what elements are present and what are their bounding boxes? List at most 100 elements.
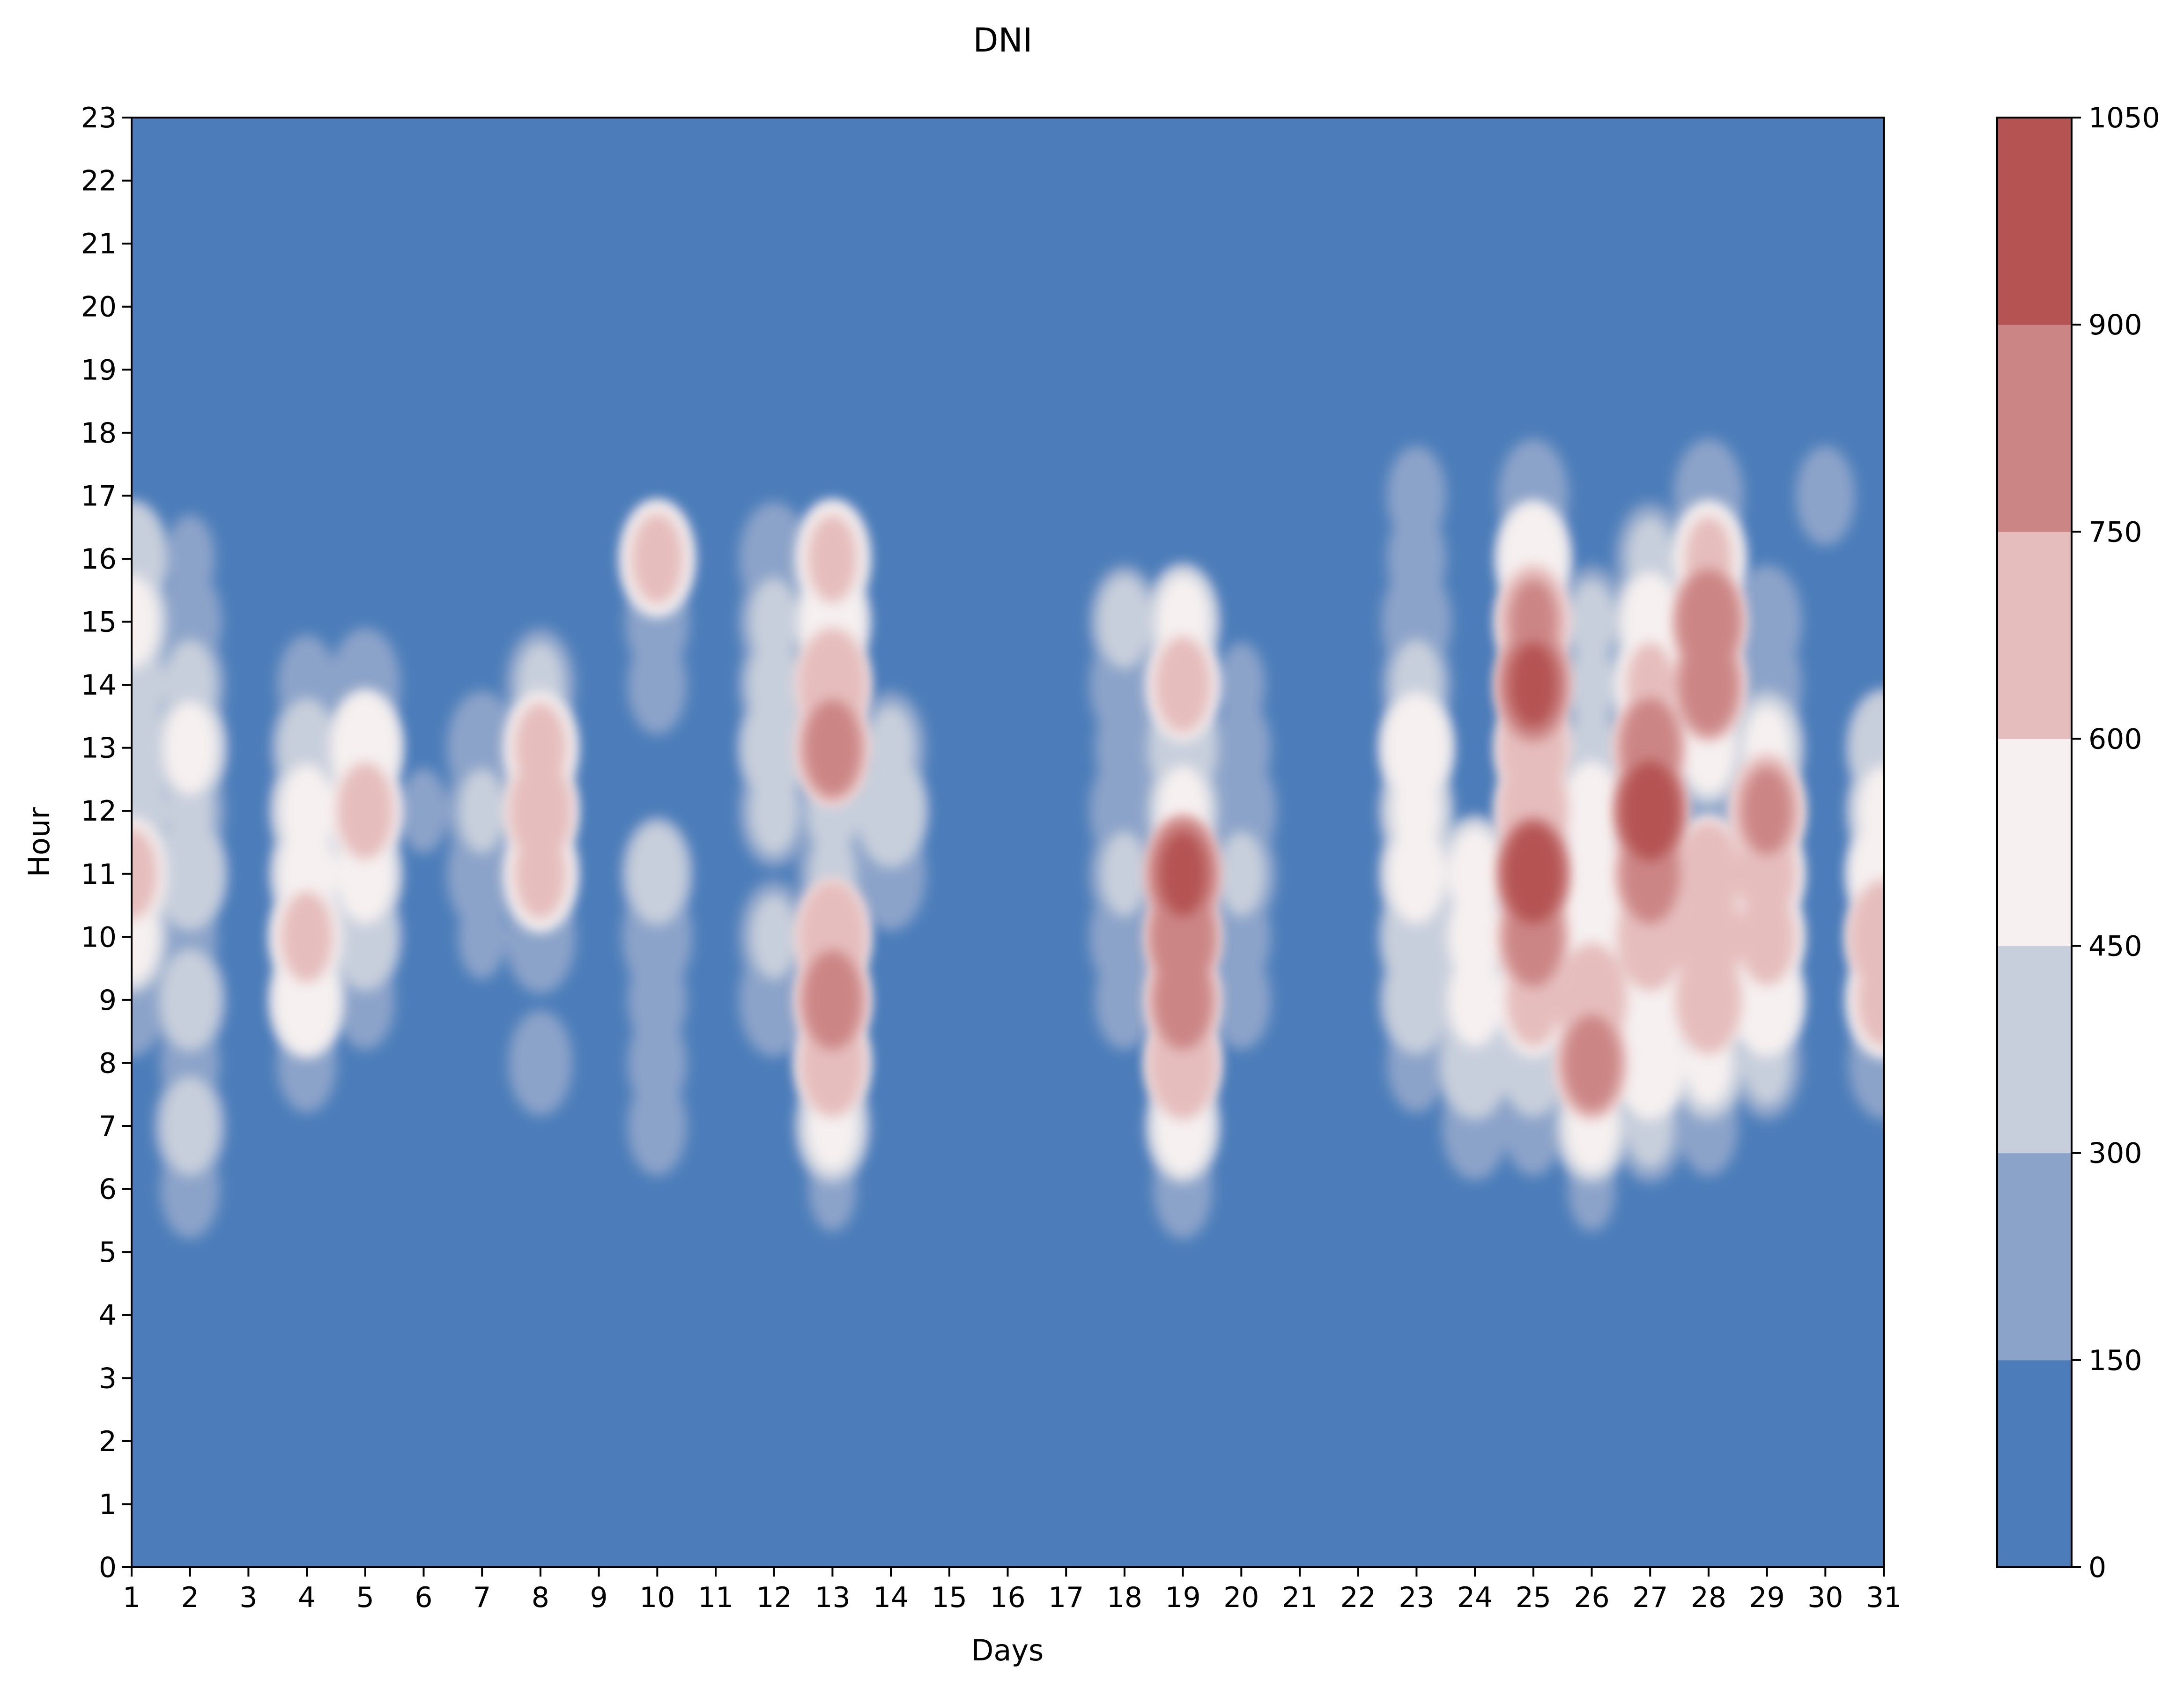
- contour-cell: [1387, 446, 1446, 546]
- plot-background: [132, 118, 1884, 1567]
- x-axis: 1 2 3 4 5 6 7 8 9 10 11 12 13 14 15 16 17 18 19 20 21 22 23 24 2…: [123, 1567, 1902, 1614]
- x-tick-label: 18: [1107, 1581, 1142, 1614]
- contour-cell: [155, 817, 225, 931]
- contour-cell: [1621, 761, 1680, 861]
- x-tick-label: 14: [873, 1581, 909, 1614]
- contour-cell: [749, 578, 799, 666]
- chart-title: DNI: [973, 21, 1033, 59]
- contour-cell: [458, 768, 506, 853]
- colorbar-tick-label: 600: [2088, 723, 2142, 755]
- y-tick-label: 11: [81, 858, 117, 891]
- y-tick-label: 4: [99, 1299, 117, 1332]
- contour-cell: [280, 764, 334, 858]
- y-tick-label: 21: [81, 228, 117, 260]
- x-tick-label: 13: [814, 1581, 850, 1614]
- y-tick-label: 22: [81, 165, 117, 198]
- x-tick-label: 23: [1399, 1581, 1434, 1614]
- contour-cell: [400, 768, 448, 853]
- contour-cell: [626, 822, 688, 926]
- contour-layers: [132, 439, 1884, 1239]
- contour-cell: [1676, 821, 1740, 927]
- contour-cell: [1568, 579, 1616, 665]
- contour-cell: [1562, 761, 1621, 861]
- contour-cell: [1097, 575, 1152, 669]
- x-tick-label: 8: [532, 1581, 549, 1614]
- colorbar-band: [1997, 946, 2072, 1154]
- y-tick-label: 5: [99, 1236, 117, 1269]
- y-tick-label: 2: [99, 1425, 117, 1458]
- contour-cell: [1732, 565, 1802, 679]
- x-tick-label: 5: [356, 1581, 374, 1614]
- x-tick-label: 28: [1691, 1581, 1726, 1614]
- contour-cell: [1849, 880, 1884, 994]
- contour-cell: [1382, 692, 1451, 804]
- x-tick-label: 16: [990, 1581, 1025, 1614]
- y-tick-label: 23: [81, 102, 117, 134]
- contour-cell: [631, 513, 683, 604]
- colorbar-tick-label: 300: [2088, 1137, 2142, 1170]
- x-tick-label: 6: [415, 1581, 432, 1614]
- x-tick-label: 29: [1749, 1581, 1784, 1614]
- contour-cell: [132, 829, 158, 919]
- x-tick-label: 7: [473, 1581, 491, 1614]
- contour-cell: [747, 638, 801, 732]
- x-tick-label: 31: [1866, 1581, 1902, 1614]
- contour-cell: [158, 569, 222, 674]
- y-tick-label: 7: [99, 1110, 117, 1143]
- x-tick-label: 9: [590, 1581, 608, 1614]
- x-tick-label: 4: [298, 1581, 316, 1614]
- x-tick-label: 21: [1282, 1581, 1318, 1614]
- contour-cell: [165, 515, 215, 603]
- y-tick-label: 10: [81, 921, 117, 954]
- contour-cell: [1568, 642, 1616, 727]
- contour-cell: [447, 691, 518, 805]
- contour-cell: [132, 575, 159, 669]
- x-tick-label: 20: [1223, 1581, 1259, 1614]
- colorbar-band: [1997, 1153, 2072, 1361]
- contour-cell: [1796, 446, 1855, 546]
- contour-cell: [856, 754, 926, 868]
- contour-cell: [1503, 824, 1563, 924]
- contour-cell: [1159, 831, 1207, 917]
- colorbar-band: [1997, 1360, 2072, 1568]
- x-tick-label: 17: [1048, 1581, 1084, 1614]
- y-tick-label: 20: [81, 291, 117, 324]
- contour-cell: [337, 763, 394, 859]
- x-tick-label: 12: [756, 1581, 792, 1614]
- colorbar-tick-label: 1050: [2088, 102, 2160, 134]
- colorbar-band: [1997, 325, 2072, 532]
- contour-cell: [739, 502, 809, 616]
- contour-cell: [514, 702, 567, 793]
- contour-cell: [1448, 827, 1503, 921]
- contour-cell: [508, 1010, 572, 1116]
- contour-cell: [508, 758, 572, 864]
- contour-cell: [1742, 767, 1792, 855]
- contour-band-900: [1159, 642, 1680, 924]
- contour-cell: [803, 950, 862, 1050]
- contour-cell: [1621, 572, 1680, 672]
- contour-cell: [1217, 831, 1265, 917]
- contour-cell: [1563, 1015, 1620, 1111]
- contour-cell: [1212, 698, 1271, 798]
- x-tick-label: 3: [239, 1581, 257, 1614]
- contour-cell: [1155, 637, 1212, 733]
- y-tick-label: 19: [81, 354, 117, 386]
- x-tick-label: 26: [1574, 1581, 1609, 1614]
- contour-cell: [1510, 579, 1557, 665]
- y-tick-label: 13: [81, 732, 117, 765]
- x-tick-label: 27: [1632, 1581, 1668, 1614]
- contour-cell: [160, 1076, 220, 1176]
- y-tick-label: 16: [81, 543, 117, 576]
- contour-cell: [163, 701, 217, 795]
- colorbar: 0 150 300 450 600 750 900 1050: [1996, 102, 2160, 1584]
- contour-cell: [281, 891, 333, 983]
- x-tick-label: 10: [639, 1581, 675, 1614]
- contour-cell: [1858, 765, 1884, 856]
- contour-cell: [750, 894, 798, 979]
- y-tick-label: 0: [99, 1551, 117, 1584]
- colorbar-frame: [1996, 117, 2073, 1568]
- y-tick-label: 8: [99, 1047, 117, 1080]
- x-axis-label: Days: [971, 1633, 1044, 1667]
- x-tick-label: 25: [1516, 1581, 1551, 1614]
- contour-cell: [1676, 569, 1740, 674]
